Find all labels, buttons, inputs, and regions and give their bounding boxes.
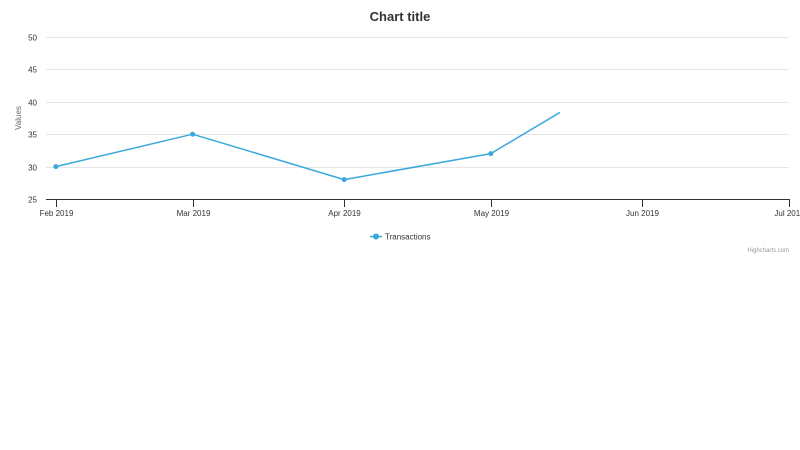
x-tick-label: Jun 2019 [626, 209, 659, 218]
credits-link[interactable]: Highcharts.com [747, 248, 789, 254]
y-axis-ticks: 25 30 35 40 45 50 [28, 34, 37, 205]
y-tick-label: 30 [28, 164, 37, 173]
x-tick-label: Feb 2019 [40, 209, 74, 218]
series-line [55, 112, 561, 181]
series-transactions [53, 112, 561, 183]
x-tick-label: Apr 2019 [328, 209, 361, 218]
grid-lines [46, 37, 789, 168]
data-point [190, 131, 196, 137]
legend: Transactions [370, 233, 431, 242]
chart-title: Chart title [370, 9, 431, 24]
legend-marker [373, 233, 379, 240]
x-tick-label: Jul 2019 [774, 209, 800, 218]
y-tick-label: 50 [28, 34, 37, 43]
x-axis-ticks: Feb 2019 Mar 2019 Apr 2019 May 2019 Jun 2019… [40, 199, 800, 218]
y-tick-label: 35 [28, 131, 37, 140]
y-axis-title: Values [14, 106, 23, 130]
data-point [488, 151, 494, 157]
legend-label: Transactions [385, 233, 431, 242]
legend-item-transactions[interactable]: Transactions [370, 233, 431, 242]
x-tick-label: Mar 2019 [177, 209, 211, 218]
x-tick-label: May 2019 [474, 209, 510, 218]
data-point [53, 164, 59, 170]
data-point [341, 177, 347, 183]
y-tick-label: 25 [28, 196, 37, 205]
y-tick-label: 45 [28, 66, 37, 75]
y-tick-label: 40 [28, 99, 37, 108]
